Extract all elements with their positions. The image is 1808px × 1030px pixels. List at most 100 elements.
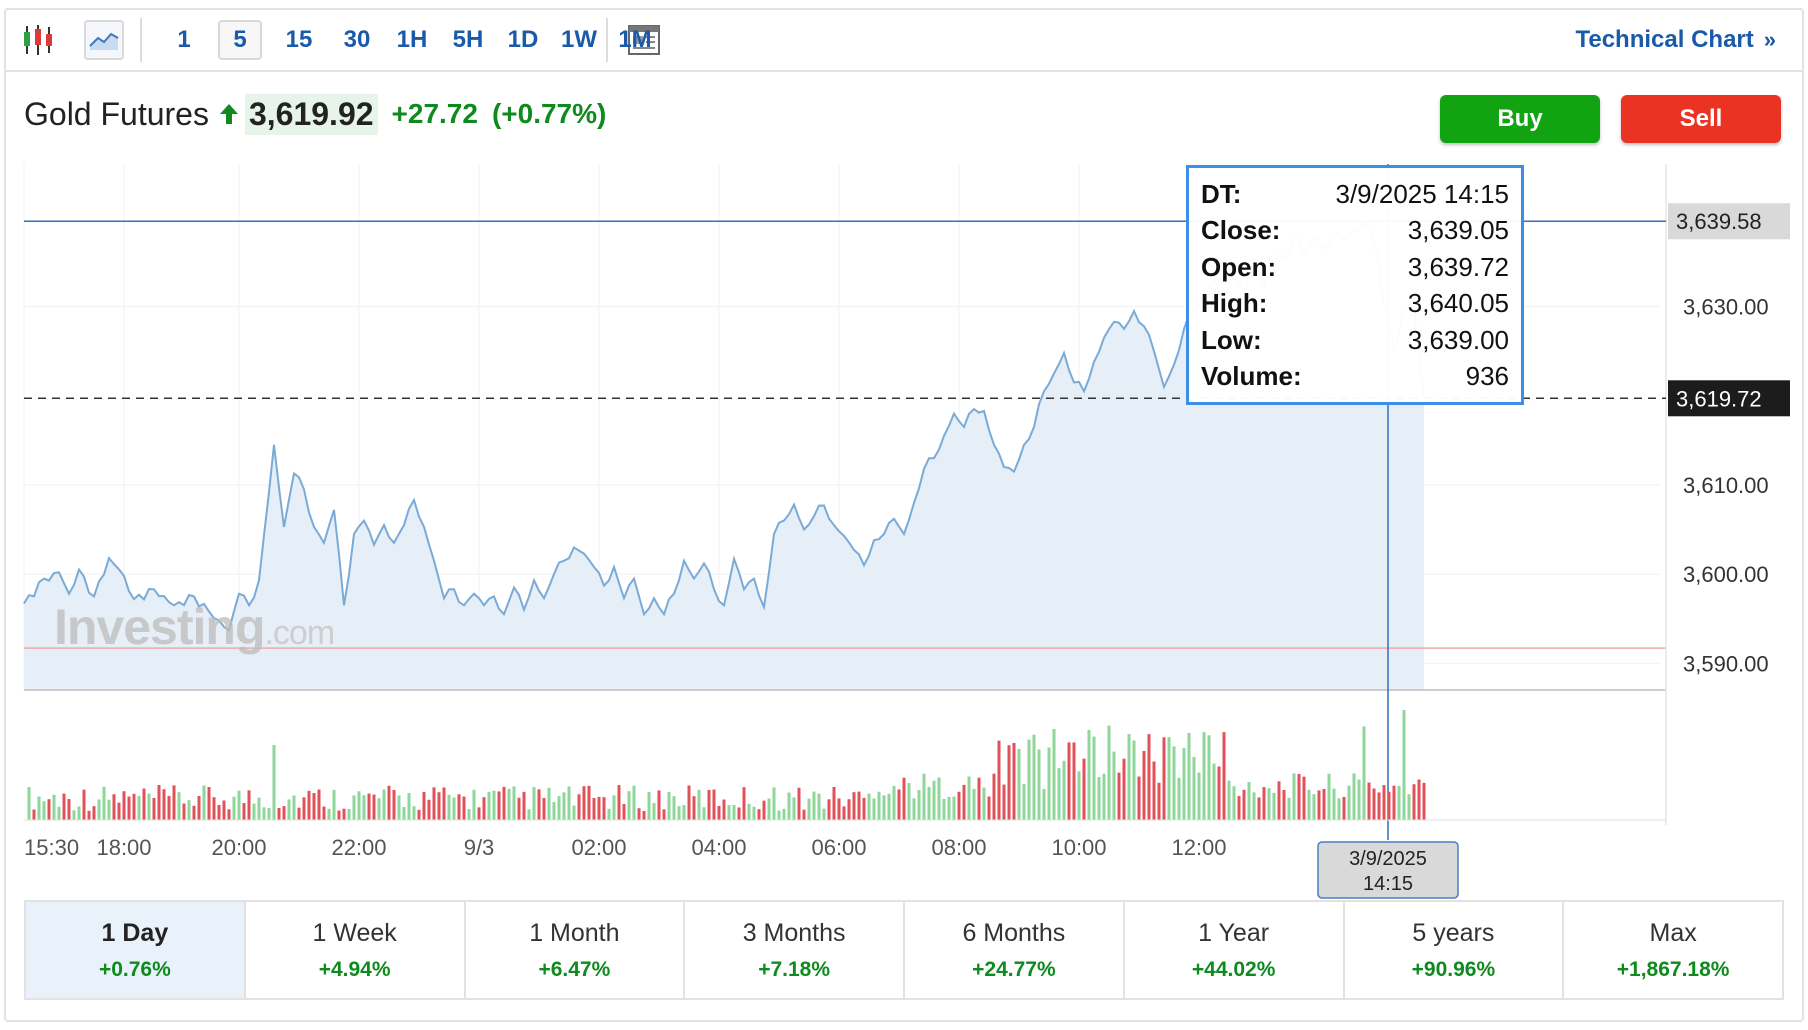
range-tab-1-day[interactable]: 1 Day +0.76% [26, 902, 246, 998]
volume-bar [147, 793, 151, 820]
volume-bar [1002, 784, 1006, 820]
timeframe-button-1d[interactable]: 1D [507, 26, 539, 53]
volume-bar [187, 800, 191, 820]
timeframe-button-5[interactable]: 5 [218, 20, 262, 60]
volume-bar [887, 793, 891, 820]
timeframe-button-5h[interactable]: 5H [452, 26, 484, 53]
x-axis-tick-label: 02:00 [571, 835, 626, 860]
volume-bar [32, 809, 36, 820]
volume-bar [132, 793, 136, 820]
sell-button[interactable]: Sell [1621, 95, 1781, 143]
volume-bar [847, 799, 851, 820]
volume-bar [682, 805, 686, 820]
range-percent: +6.47% [538, 957, 611, 981]
volume-bar [552, 802, 556, 820]
candlestick-icon[interactable] [18, 20, 58, 60]
volume-bar [842, 806, 846, 820]
volume-bar [317, 789, 321, 820]
timeframe-button-15[interactable]: 15 [285, 26, 313, 53]
volume-bar [247, 790, 251, 820]
x-axis-tick-label: 04:00 [691, 835, 746, 860]
volume-bar [487, 791, 491, 820]
volume-bar [1247, 781, 1251, 820]
timeframe-button-1[interactable]: 1 [177, 26, 191, 53]
volume-bar [492, 790, 496, 820]
volume-bar [287, 799, 291, 820]
volume-bar [462, 796, 466, 820]
volume-bar [412, 806, 416, 820]
volume-bar [547, 787, 551, 820]
volume-bar [677, 806, 681, 820]
volume-bar [1232, 786, 1236, 820]
volume-bar [177, 792, 181, 820]
volume-bar [992, 773, 996, 820]
volume-bar [1212, 763, 1216, 820]
volume-bar [417, 809, 421, 820]
area-chart-icon[interactable] [84, 20, 124, 60]
tooltip-row-close: Close: 3,639.05 [1201, 213, 1509, 250]
range-percent: +44.02% [1191, 957, 1276, 981]
range-tab-1-week[interactable]: 1 Week +4.94% [246, 902, 466, 998]
volume-bar [717, 805, 721, 820]
volume-bar [1022, 783, 1026, 820]
price-chart[interactable]: 3,590.00 3,600.00 3,610.00 3,630.00 3,639.58… [0, 0, 1808, 900]
volume-bar [912, 798, 916, 820]
volume-bar [647, 791, 651, 820]
volume-bar [1397, 785, 1401, 820]
volume-bar [762, 800, 766, 820]
volume-bar [1047, 747, 1051, 820]
volume-bar [817, 793, 821, 820]
volume-bar [657, 790, 661, 820]
volume-bar [282, 806, 286, 820]
volume-bar [527, 809, 531, 820]
range-percent: +90.96% [1411, 957, 1496, 981]
volume-bar [792, 797, 796, 820]
volume-bar [857, 791, 861, 820]
volume-bar [352, 795, 356, 820]
volume-bar [947, 796, 951, 820]
volume-bar [957, 791, 961, 820]
volume-bar [1062, 760, 1066, 820]
volume-bar [42, 801, 46, 820]
timeframe-button-1w[interactable]: 1W [561, 26, 597, 53]
range-tab-3-months[interactable]: 3 Months +7.18% [685, 902, 905, 998]
volume-bar [507, 788, 511, 820]
volume-bar [1352, 773, 1356, 820]
volume-bar [47, 799, 51, 820]
volume-bar [1327, 773, 1331, 820]
news-layout-icon[interactable] [624, 20, 664, 60]
volume-bar [242, 803, 246, 820]
timeframe-button-30[interactable]: 30 [343, 26, 371, 53]
volume-bar [102, 786, 106, 820]
range-tab-5-years[interactable]: 5 years +90.96% [1345, 902, 1565, 998]
volume-bar [277, 807, 281, 820]
last-price-badge [1668, 380, 1790, 417]
timeframe-button-1m[interactable]: 1M [618, 26, 652, 53]
technical-chart-link[interactable]: Technical Chart » [1575, 20, 1776, 60]
double-chevron-right-icon: » [1763, 27, 1776, 52]
volume-bar [787, 792, 791, 820]
range-percent: +0.76% [98, 957, 171, 981]
volume-bar [237, 790, 241, 820]
range-tab-6-months[interactable]: 6 Months +24.77% [905, 902, 1125, 998]
buy-button[interactable]: Buy [1440, 95, 1600, 143]
volume-bar [1157, 782, 1161, 820]
volume-bar [107, 799, 111, 820]
volume-bar [27, 787, 31, 820]
range-tab-1-month[interactable]: 1 Month +6.47% [466, 902, 686, 998]
tooltip-row-high: High: 3,640.05 [1201, 286, 1509, 323]
volume-bar [97, 799, 101, 820]
volume-bar [557, 796, 561, 820]
volume-bar [707, 789, 711, 820]
volume-bar [962, 784, 966, 820]
volume-bar [1032, 734, 1036, 820]
range-tab-1-year[interactable]: 1 Year +44.02% [1125, 902, 1345, 998]
volume-bar [1087, 729, 1091, 820]
volume-bar [757, 809, 761, 820]
volume-bar [627, 791, 631, 820]
range-tab-max[interactable]: Max +1,867.18% [1564, 902, 1782, 998]
performance-range-tabs: 1 Day +0.76% 1 Week +4.94% 1 Month +6.47% 3 Mo… [24, 900, 1784, 1000]
volume-bar [587, 785, 591, 820]
volume-bar [72, 810, 76, 820]
timeframe-button-1h[interactable]: 1H [396, 26, 428, 53]
